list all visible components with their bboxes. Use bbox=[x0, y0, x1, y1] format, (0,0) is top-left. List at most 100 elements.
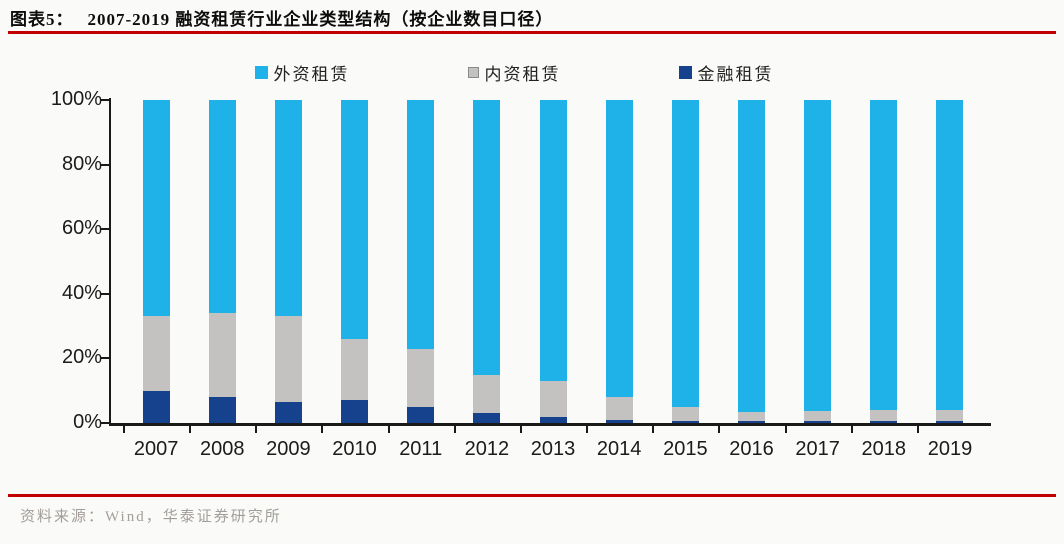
bar-segment bbox=[737, 100, 765, 412]
y-axis-tick bbox=[101, 228, 109, 231]
bar-segment bbox=[936, 410, 964, 422]
bar-segment bbox=[274, 100, 302, 317]
x-axis-tick-label: 2009 bbox=[266, 438, 311, 460]
stacked-bar-2007 bbox=[142, 100, 170, 423]
legend-label: 内资租赁 bbox=[484, 65, 561, 84]
bar-cell-2013 bbox=[520, 100, 586, 423]
bar-cell-2019 bbox=[917, 100, 983, 423]
x-axis-tick-label: 2008 bbox=[199, 438, 245, 460]
bar-segment bbox=[341, 400, 369, 423]
x-axis-tick-label: 2013 bbox=[530, 438, 576, 460]
bar-cell-2008 bbox=[189, 100, 255, 423]
x-axis-tick bbox=[189, 426, 255, 433]
x-axis-tick-label: 2019 bbox=[927, 438, 973, 460]
y-axis-tick bbox=[101, 357, 109, 360]
legend-item: 金融租赁 bbox=[678, 60, 774, 85]
x-axis-tick bbox=[652, 426, 718, 433]
bottom-red-rule bbox=[8, 494, 1056, 497]
y-axis-tick bbox=[101, 163, 109, 166]
bar-segment bbox=[936, 100, 964, 411]
bar-segment bbox=[737, 411, 765, 422]
y-axis-tick-label: 20% bbox=[61, 346, 102, 369]
y-axis-tick-label: 60% bbox=[61, 217, 102, 240]
bar-segment bbox=[870, 100, 898, 411]
bar-segment bbox=[407, 100, 435, 349]
legend-swatch-icon bbox=[254, 66, 268, 79]
y-axis-line bbox=[109, 98, 111, 426]
bar-segment bbox=[671, 420, 699, 423]
bar-cell-2017 bbox=[785, 100, 851, 423]
figure-number: 图表5： bbox=[10, 10, 74, 29]
figure-title-text: 2007-2019 融资租赁行业企业类型结构（按企业数目口径） bbox=[87, 10, 554, 29]
x-axis-tick bbox=[387, 426, 454, 433]
bar-segment bbox=[870, 410, 898, 422]
x-axis-tick bbox=[519, 426, 586, 433]
bar-segment bbox=[274, 402, 302, 423]
bar-cell-2010 bbox=[321, 100, 387, 423]
stacked-bar-2009 bbox=[274, 100, 302, 423]
y-axis-tick-label: 80% bbox=[61, 152, 102, 175]
bar-segment bbox=[605, 419, 633, 423]
stacked-bar-2014 bbox=[605, 100, 633, 423]
legend-item: 内资租赁 bbox=[467, 60, 561, 85]
bar-segment bbox=[208, 313, 236, 398]
legend-item: 外资租赁 bbox=[254, 60, 350, 85]
x-axis-tick bbox=[453, 426, 520, 433]
x-axis-tick bbox=[255, 426, 321, 433]
x-axis-tick bbox=[850, 426, 917, 433]
bar-segment bbox=[804, 411, 832, 422]
y-axis-tick-label: 100% bbox=[50, 88, 102, 110]
stacked-bar-2011 bbox=[407, 100, 435, 423]
bar-segment bbox=[142, 316, 170, 391]
figure-title: 图表5： 2007-2019 融资租赁行业企业类型结构（按企业数目口径） bbox=[10, 5, 553, 30]
bar-segment bbox=[142, 390, 170, 423]
bar-segment bbox=[804, 100, 832, 412]
bar-segment bbox=[208, 100, 236, 314]
bar-segment bbox=[208, 397, 236, 423]
stacked-bar-2019 bbox=[936, 100, 964, 423]
x-axis-line bbox=[109, 423, 991, 426]
bar-segment bbox=[671, 100, 699, 407]
bar-segment bbox=[870, 421, 898, 423]
bar-segment bbox=[539, 416, 567, 423]
chart-legend: 外资租赁 内资租赁 金融租赁 bbox=[0, 60, 1046, 85]
bar-segment bbox=[473, 413, 501, 423]
plot-area bbox=[111, 100, 989, 423]
x-axis-tick bbox=[718, 426, 784, 433]
x-axis-tick-label: 2012 bbox=[464, 438, 510, 460]
x-axis-tick-label: 2014 bbox=[596, 438, 642, 460]
x-axis-tick-label: 2015 bbox=[663, 438, 708, 460]
legend-swatch-icon bbox=[467, 67, 479, 78]
x-axis-tick bbox=[586, 426, 652, 433]
stacked-bar-2016 bbox=[737, 100, 765, 423]
y-axis-tick bbox=[101, 422, 109, 424]
bar-segment bbox=[671, 406, 699, 421]
legend-swatch-icon bbox=[678, 66, 692, 79]
bar-segment bbox=[341, 339, 369, 401]
y-axis-tick-label: 0% bbox=[73, 411, 102, 433]
stacked-bar-2015 bbox=[671, 100, 699, 423]
bar-segment bbox=[274, 316, 302, 403]
bar-segment bbox=[473, 100, 501, 375]
stacked-bar-2017 bbox=[804, 100, 832, 423]
bar-segment bbox=[407, 406, 435, 423]
stacked-bar-2010 bbox=[341, 100, 369, 423]
x-axis-tick bbox=[916, 426, 983, 433]
bar-segment bbox=[341, 100, 369, 340]
legend-label: 外资租赁 bbox=[273, 65, 350, 84]
bar-segment bbox=[605, 397, 633, 420]
stacked-bar-2018 bbox=[870, 100, 898, 423]
bar-cell-2015 bbox=[652, 100, 718, 423]
x-axis-tick-label: 2018 bbox=[861, 438, 907, 460]
bar-cell-2007 bbox=[123, 100, 189, 423]
data-source-note: 资料来源：Wind，华泰证券研究所 bbox=[20, 509, 282, 525]
stacked-bar-2008 bbox=[208, 100, 236, 423]
bar-cell-2012 bbox=[454, 100, 520, 423]
y-axis-tick bbox=[101, 99, 109, 101]
bar-segment bbox=[737, 421, 765, 423]
x-axis-tick bbox=[123, 426, 189, 433]
x-axis-tick-label: 2007 bbox=[133, 438, 179, 460]
bar-segment bbox=[407, 348, 435, 407]
bar-cell-2009 bbox=[255, 100, 321, 423]
bar-cell-2011 bbox=[388, 100, 454, 423]
